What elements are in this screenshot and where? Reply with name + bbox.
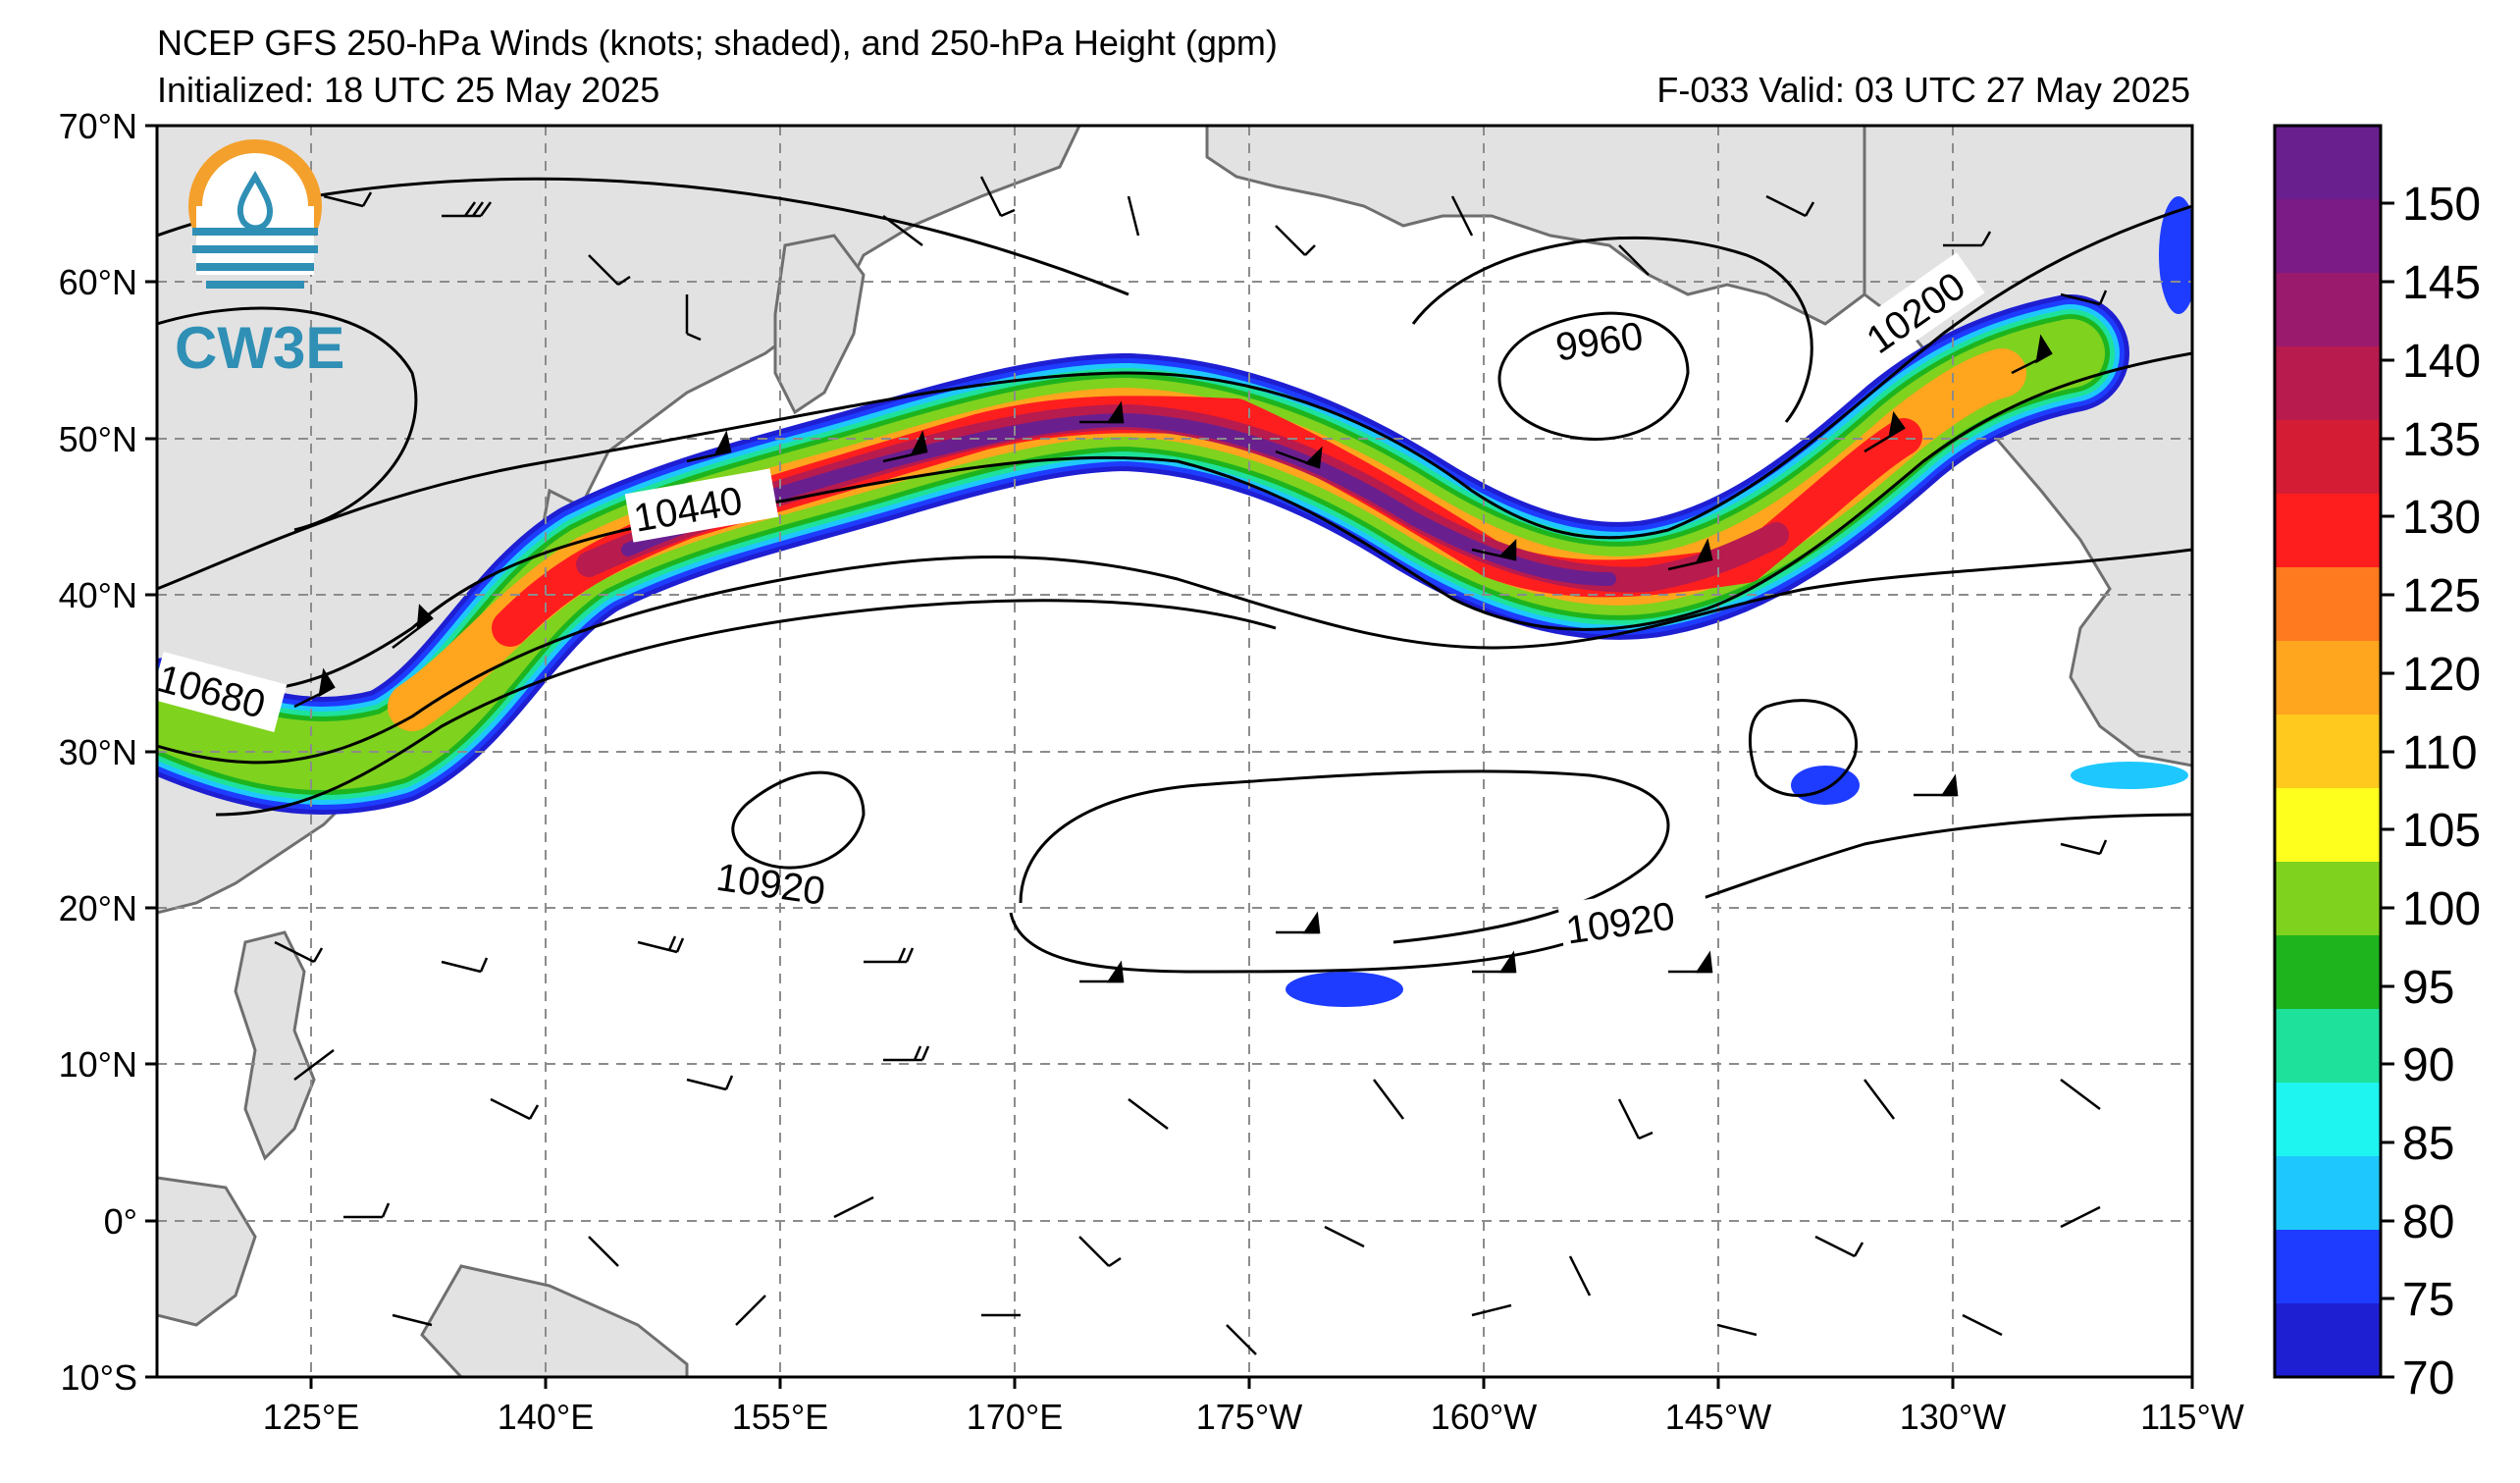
lat-label: 30°N — [59, 732, 137, 772]
wind-speed-shading — [157, 196, 2192, 1007]
lon-label: 175°W — [1196, 1397, 1302, 1437]
colorbar-label: 130 — [2402, 492, 2481, 544]
colorbar-swatch — [2275, 494, 2381, 568]
lat-label: 40°N — [59, 575, 137, 615]
colorbar-label: 125 — [2402, 570, 2481, 622]
latitude-labels: 70°N 60°N 50°N 40°N 30°N 20°N 10°N 0° 10… — [59, 106, 137, 1398]
colorbar-label: 145 — [2402, 257, 2481, 309]
colorbar-label: 105 — [2402, 805, 2481, 857]
colorbar-swatch — [2275, 567, 2381, 642]
colorbar-label: 135 — [2402, 414, 2481, 466]
colorbar-labels: 150 145 140 135 130 125 120 110 105 100 … — [2402, 179, 2481, 1404]
land-alaska — [1205, 126, 1866, 326]
gridlines — [157, 126, 2192, 1377]
height-contours — [157, 177, 2192, 974]
colorbar-swatch — [2275, 715, 2381, 789]
colorbar-swatch — [2275, 1156, 2381, 1231]
map-title: NCEP GFS 250-hPa Winds (knots; shaded), … — [157, 23, 1278, 63]
colorbar: 150 145 140 135 130 125 120 110 105 100 … — [2273, 124, 2481, 1404]
lon-label: 170°E — [967, 1397, 1063, 1437]
colorbar-swatch — [2275, 1230, 2381, 1304]
colorbar-swatch — [2275, 788, 2381, 863]
droplet-icon — [236, 171, 273, 232]
colorbar-label: 85 — [2402, 1118, 2454, 1170]
colorbar-ticks — [2381, 201, 2394, 1379]
lon-label: 145°W — [1665, 1397, 1771, 1437]
colorbar-swatch — [2275, 1009, 2381, 1084]
colorbar-swatch — [2275, 862, 2381, 936]
colorbar-swatch — [2275, 199, 2381, 274]
colorbar-swatches — [2275, 126, 2381, 1378]
colorbar-swatch — [2275, 935, 2381, 1010]
axis-ticks — [145, 124, 2194, 1389]
lat-label: 10°N — [59, 1044, 137, 1085]
lon-label: 160°W — [1431, 1397, 1537, 1437]
map-plot-area: 10440 10680 10920 9960 10200 10920 CW3E — [157, 126, 2192, 1377]
lon-label: 115°W — [2140, 1397, 2244, 1437]
lon-label: 130°W — [1900, 1397, 2006, 1437]
land-kamchatka — [773, 234, 866, 415]
lon-label: 125°E — [263, 1397, 359, 1437]
lat-label: 0° — [104, 1201, 137, 1242]
colorbar-label: 80 — [2402, 1196, 2454, 1248]
lon-label: 155°E — [732, 1397, 828, 1437]
colorbar-label: 100 — [2402, 883, 2481, 935]
colorbar-label: 75 — [2402, 1274, 2454, 1326]
lat-label: 20°N — [59, 888, 137, 928]
land-philippines — [234, 930, 316, 1161]
colorbar-swatch — [2275, 420, 2381, 495]
valid-time: F-033 Valid: 03 UTC 27 May 2025 — [1656, 70, 2190, 110]
colorbar-label: 70 — [2402, 1352, 2454, 1404]
colorbar-label: 110 — [2402, 727, 2478, 779]
colorbar-swatch — [2275, 126, 2381, 200]
colorbar-swatch — [2275, 1083, 2381, 1157]
colorbar-swatch — [2275, 641, 2381, 715]
colorbar-label: 90 — [2402, 1039, 2454, 1091]
lon-label: 140°E — [498, 1397, 594, 1437]
waves-icon — [192, 228, 318, 289]
lat-label: 70°N — [59, 106, 137, 146]
initialized-time: Initialized: 18 UTC 25 May 2025 — [157, 70, 660, 110]
longitude-labels: 125°E 140°E 155°E 170°E 175°W 160°W 145°… — [263, 1397, 2244, 1437]
logo-text: CW3E — [175, 315, 344, 381]
colorbar-swatch — [2275, 273, 2381, 347]
land-borneo — [157, 1176, 257, 1327]
colorbar-label: 95 — [2402, 962, 2454, 1014]
colorbar-label: 140 — [2402, 336, 2481, 388]
cw3e-logo: CW3E — [175, 139, 344, 381]
wind-barbs — [216, 162, 2108, 1355]
colorbar-swatch — [2275, 346, 2381, 421]
colorbar-label: 150 — [2402, 179, 2481, 231]
colorbar-swatch — [2275, 1303, 2381, 1378]
lat-label: 50°N — [59, 419, 137, 459]
land-new-guinea — [420, 1264, 689, 1377]
lat-label: 10°S — [61, 1357, 137, 1398]
lat-label: 60°N — [59, 262, 137, 302]
colorbar-label: 120 — [2402, 649, 2481, 701]
